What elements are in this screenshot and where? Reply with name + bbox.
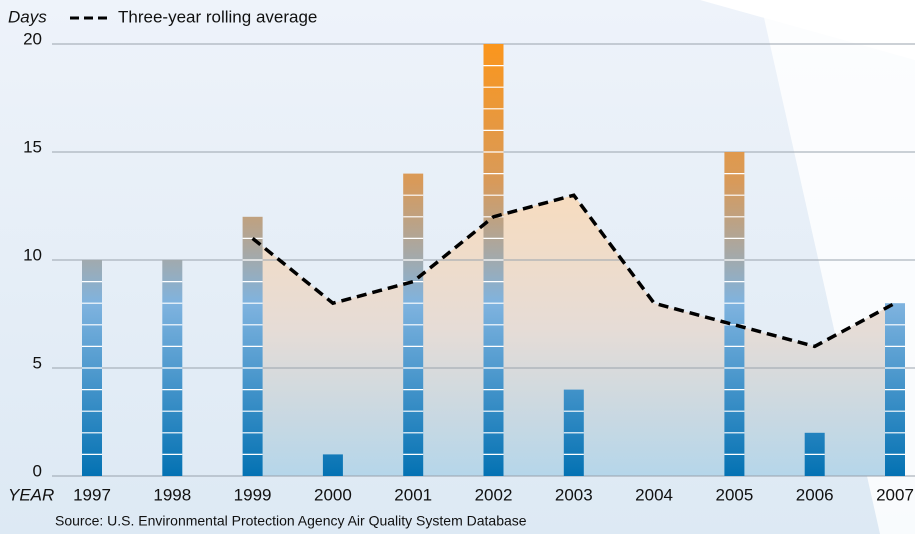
x-tick-label: 1999 <box>234 485 272 504</box>
y-tick-label: 20 <box>23 29 42 48</box>
y-tick-label: 15 <box>23 137 42 156</box>
x-tick-label: 2006 <box>796 485 834 504</box>
legend-label: Three-year rolling average <box>118 7 317 26</box>
x-tick-label: 2003 <box>555 485 593 504</box>
x-tick-label: 1997 <box>73 485 111 504</box>
bar <box>724 152 745 476</box>
x-tick-label: 2001 <box>394 485 432 504</box>
x-tick-label: 2004 <box>635 485 673 504</box>
x-tick-label: 2000 <box>314 485 352 504</box>
x-axis-label: YEAR <box>8 485 54 504</box>
y-axis-label: Days <box>8 7 47 26</box>
line <box>251 193 896 349</box>
y-tick-label: 5 <box>33 353 42 372</box>
x-tick-label: 2002 <box>475 485 513 504</box>
bar <box>322 454 343 476</box>
x-tick-label: 1998 <box>153 485 191 504</box>
source-note: Source: U.S. Environmental Protection Ag… <box>55 513 527 529</box>
y-tick-label: 10 <box>23 245 42 264</box>
y-tick-label: 0 <box>33 461 42 480</box>
x-tick-label: 2005 <box>715 485 753 504</box>
x-tick-label: 2007 <box>876 485 914 504</box>
